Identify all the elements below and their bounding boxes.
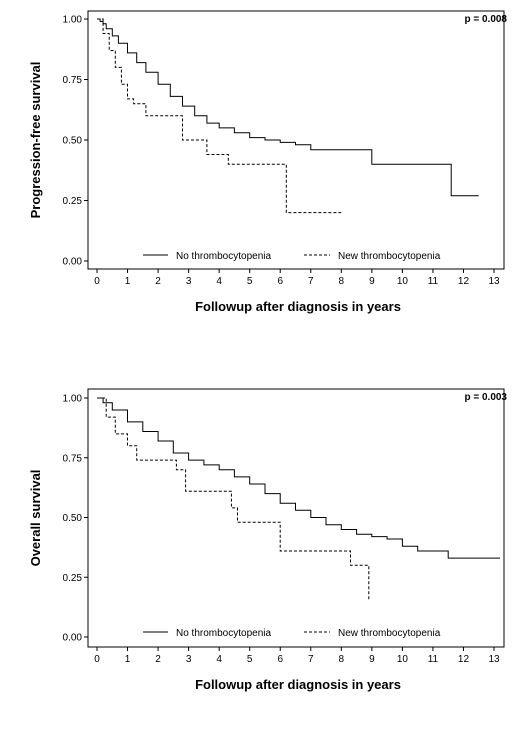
legend-label-no-thrombocytopenia: No thrombocytopenia bbox=[176, 628, 271, 639]
series-lines bbox=[97, 397, 501, 602]
x-tick-label: 9 bbox=[369, 276, 375, 287]
y-tick-label: 1.00 bbox=[63, 394, 83, 405]
plot-frame bbox=[87, 10, 505, 270]
series-lines bbox=[97, 18, 479, 214]
x-tick-label: 5 bbox=[247, 654, 253, 665]
y-axis-title: Progression-free survival bbox=[28, 62, 43, 219]
x-tick-label: 2 bbox=[155, 654, 161, 665]
x-tick-label: 11 bbox=[428, 276, 439, 287]
x-tick-label: 3 bbox=[186, 654, 192, 665]
x-tick-label: 0 bbox=[94, 654, 100, 665]
x-axis: 0 1 2 3 4 5 6 7 8 9 10 11 12 13 bbox=[94, 269, 500, 287]
x-tick-label: 0 bbox=[94, 276, 100, 287]
x-tick-label: 5 bbox=[247, 276, 253, 287]
y-tick-label: 0.75 bbox=[63, 453, 83, 464]
panel-progression-free: 0.000.250.500.751.00 0 1 2 3 4 5 6 7 8 9 10 11 12 13 … bbox=[28, 10, 507, 314]
series-line-no-thrombocytopenia bbox=[97, 397, 501, 559]
legend: No thrombocytopenia New thrombocytopenia bbox=[143, 251, 441, 262]
y-tick-label: 0.00 bbox=[63, 257, 83, 268]
x-tick-label: 6 bbox=[277, 654, 283, 665]
x-tick-label: 1 bbox=[125, 276, 131, 287]
y-axis: 0.00 0.25 0.50 0.75 1.00 bbox=[63, 15, 88, 268]
x-tick-label: 7 bbox=[308, 276, 314, 287]
x-tick-label: 2 bbox=[155, 276, 161, 287]
x-tick-label: 12 bbox=[458, 654, 470, 665]
x-axis-title: Followup after diagnosis in years bbox=[195, 299, 401, 314]
x-tick-label: 10 bbox=[397, 276, 409, 287]
x-tick-label: 11 bbox=[428, 654, 439, 665]
x-tick-label: 12 bbox=[458, 276, 470, 287]
series-line-no-thrombocytopenia bbox=[97, 18, 479, 197]
y-tick-label: 0.75 bbox=[63, 75, 83, 86]
y-axis: 0.00 0.25 0.50 0.75 1.00 bbox=[63, 394, 88, 644]
x-tick-label: 6 bbox=[277, 276, 283, 287]
x-axis-title: Followup after diagnosis in years bbox=[195, 677, 401, 692]
y-tick-label: 0.25 bbox=[63, 573, 83, 584]
series-line-new-thrombocytopenia bbox=[97, 18, 342, 214]
x-tick-label: 4 bbox=[216, 276, 222, 287]
legend-label-no-thrombocytopenia: No thrombocytopenia bbox=[176, 251, 271, 262]
x-tick-label: 8 bbox=[339, 276, 345, 287]
y-axis-title: Overall survival bbox=[28, 470, 43, 567]
legend-label-new-thrombocytopenia: New thrombocytopenia bbox=[338, 251, 441, 262]
x-tick-label: 3 bbox=[186, 276, 192, 287]
series-line-new-thrombocytopenia bbox=[97, 397, 370, 602]
p-value-annotation: p = 0.008 bbox=[464, 14, 507, 25]
x-tick-label: 1 bbox=[125, 654, 131, 665]
y-tick-label: 0.50 bbox=[63, 513, 83, 524]
legend-label-new-thrombocytopenia: New thrombocytopenia bbox=[338, 628, 441, 639]
panel-overall-survival: 0.000.250.500.751.00 0 1 2 3 4 5 6 7 8 9 10 11 12 13 … bbox=[28, 388, 507, 692]
legend: No thrombocytopenia New thrombocytopenia bbox=[143, 628, 441, 639]
x-tick-label: 4 bbox=[216, 654, 222, 665]
x-tick-label: 10 bbox=[397, 654, 409, 665]
y-tick-label: 0.50 bbox=[63, 136, 83, 147]
p-value-annotation: p = 0.003 bbox=[464, 392, 507, 403]
y-tick-label: 1.00 bbox=[63, 15, 83, 26]
x-tick-label: 8 bbox=[339, 654, 345, 665]
x-axis: 0 1 2 3 4 5 6 7 8 9 10 11 12 13 bbox=[94, 647, 500, 665]
x-tick-label: 13 bbox=[488, 276, 500, 287]
y-tick-label: 0.00 bbox=[63, 633, 83, 644]
y-tick-label: 0.25 bbox=[63, 196, 83, 207]
x-tick-label: 7 bbox=[308, 654, 314, 665]
x-tick-label: 9 bbox=[369, 654, 375, 665]
x-tick-label: 13 bbox=[488, 654, 500, 665]
plot-frame bbox=[87, 388, 505, 648]
